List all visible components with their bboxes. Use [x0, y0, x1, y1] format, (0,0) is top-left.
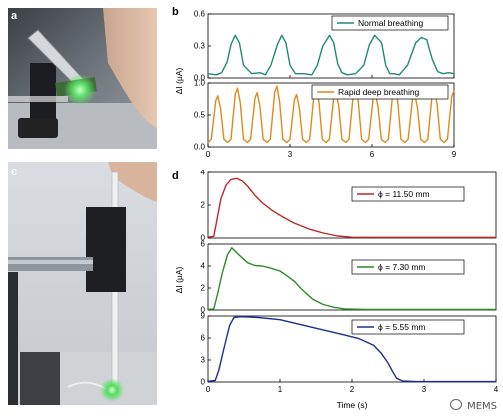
- legend-label-0: Normal breathing: [358, 18, 423, 28]
- panel-d-x-axis-label: Time (s): [337, 400, 368, 410]
- y-tick-label-2-0: 0: [201, 234, 206, 243]
- legend-box-1: [311, 84, 449, 100]
- watermark: MEMS: [449, 399, 497, 412]
- y-tick-label-4-1: 3: [201, 356, 206, 365]
- y-tick-label-0-1: 0.3: [194, 42, 206, 51]
- x-tick-label-4-3: 3: [422, 385, 427, 394]
- series-line-0: [207, 34, 455, 76]
- series-line-3: [207, 247, 496, 311]
- x-tick-label-1-0: 0: [206, 150, 211, 159]
- y-tick-label-2-1: 2: [201, 201, 206, 210]
- panel-letter-d: d: [172, 170, 179, 182]
- photo-c-illustration: [8, 162, 157, 405]
- legend-box-4: [351, 319, 465, 335]
- y-tick-label-3-1: 2: [201, 284, 206, 293]
- legend-label-4: ϕ = 5.55 mm: [378, 322, 426, 332]
- x-tick-label-4-4: 4: [494, 385, 499, 394]
- y-tick-label-1-2: 1.0: [194, 79, 206, 88]
- x-tick-label-1-3: 9: [452, 150, 457, 159]
- series-line-2: [207, 177, 496, 238]
- y-tick-label-1-0: 0.0: [194, 143, 206, 152]
- y-tick-label-0-0: 0.0: [194, 74, 206, 83]
- y-tick-label-3-0: 0: [201, 306, 206, 315]
- y-tick-label-0-2: 0.6: [194, 10, 206, 19]
- x-tick-label-4-1: 1: [278, 385, 283, 394]
- panel-letter-c: c: [11, 166, 18, 178]
- x-tick-label-4-0: 0: [206, 385, 211, 394]
- y-tick-label-1-1: 0.5: [194, 111, 206, 120]
- photo-panel-a: a: [8, 8, 157, 149]
- panel-letter-a: a: [11, 10, 18, 22]
- panel-b-y-axis-label: ΔI (μA): [174, 68, 184, 95]
- photo-panel-c: c: [8, 162, 157, 405]
- y-tick-label-3-2: 4: [201, 262, 206, 271]
- wechat-icon: [449, 399, 462, 410]
- y-tick-label-4-0: 0: [201, 378, 206, 387]
- panel-letter-b: b: [172, 6, 179, 18]
- x-tick-label-1-2: 6: [370, 150, 375, 159]
- plot-frame-3: [207, 243, 497, 311]
- legend-label-3: ϕ = 7.30 mm: [378, 262, 426, 272]
- y-tick-label-4-2: 6: [201, 334, 206, 343]
- y-tick-label-4-3: 9: [201, 312, 206, 321]
- legend-box-2: [351, 186, 465, 202]
- plot-frame-2: [207, 171, 497, 239]
- panel-d-y-axis-label: ΔI (μA): [174, 267, 184, 294]
- series-line-4: [207, 316, 496, 383]
- x-tick-label-1-1: 3: [288, 150, 293, 159]
- y-tick-label-2-2: 4: [201, 170, 206, 177]
- legend-box-3: [351, 259, 465, 275]
- x-tick-label-4-2: 2: [350, 385, 355, 394]
- y-tick-label-3-3: 6: [201, 240, 206, 249]
- photo-a-illustration: [8, 8, 157, 149]
- legend-label-2: ϕ = 11.50 mm: [378, 189, 430, 199]
- legend-box-0: [331, 15, 449, 31]
- panel-b-breathing-chart: 0.0 0.3 0.6 Normal breathing 0.0 0.5 1.0 0 3 6 9 Ra…: [174, 10, 457, 160]
- watermark-text: MEMS: [467, 401, 497, 412]
- legend-label-1: Rapid deep breathing: [338, 87, 420, 97]
